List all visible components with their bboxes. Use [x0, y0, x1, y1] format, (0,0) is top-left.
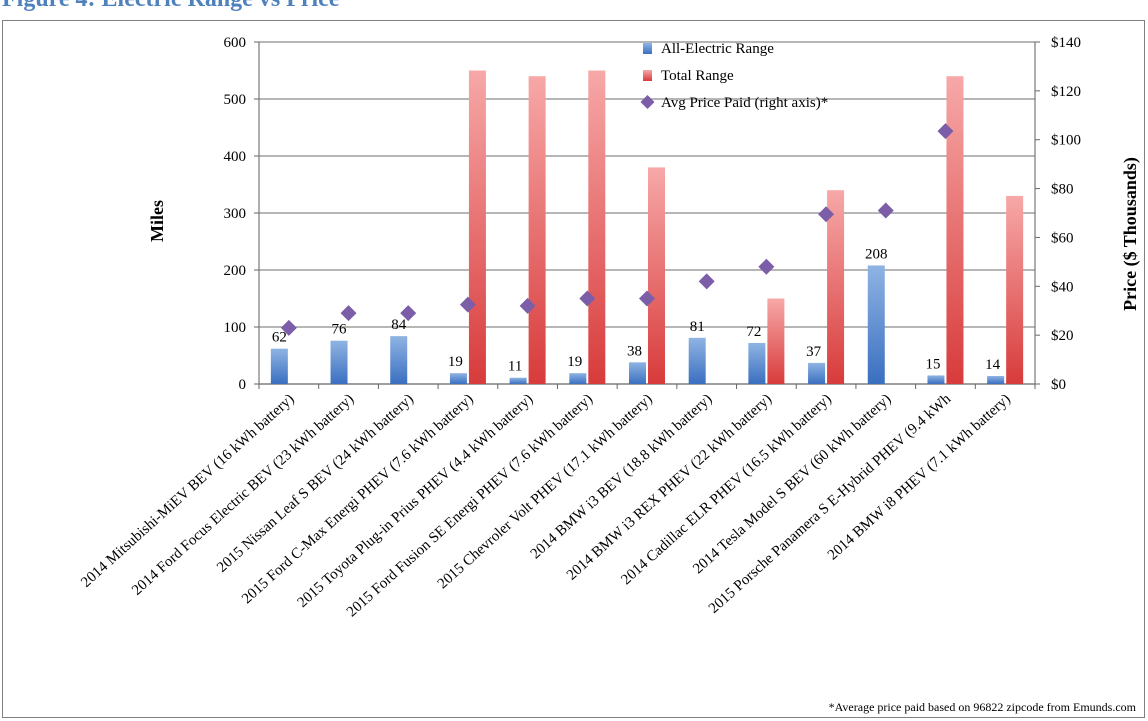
y2-tick-label: $40 — [1051, 279, 1074, 295]
data-label: 81 — [690, 319, 705, 335]
data-label: 84 — [391, 317, 407, 333]
bar-total-range — [827, 190, 845, 384]
bar-total-range — [528, 76, 546, 384]
legend-label: Total Range — [661, 68, 734, 84]
bar-all-electric-range — [808, 362, 826, 384]
bar-all-electric-range — [927, 375, 945, 384]
bar-all-electric-range — [748, 342, 766, 384]
y2-tick-label: $20 — [1051, 328, 1074, 344]
data-label: 72 — [746, 324, 761, 340]
price-marker — [758, 258, 775, 275]
category-label: 2014 Mitsubishi-MiEV BEV (16 kWh battery… — [78, 391, 297, 591]
bar-all-electric-range — [569, 373, 587, 384]
legend-swatch — [643, 70, 652, 81]
price-marker — [280, 319, 297, 336]
bar-all-electric-range — [509, 377, 527, 384]
y-tick-label: 600 — [224, 35, 247, 51]
y-axis-title: Miles — [147, 200, 167, 242]
legend-label: Avg Price Paid (right axis)* — [661, 95, 828, 111]
bar-total-range — [946, 76, 964, 384]
data-label: 37 — [806, 344, 822, 360]
data-label: 19 — [448, 354, 463, 370]
category-label: 2014 Cadillac ELR PHEV (16.5 kWh battery… — [618, 391, 834, 588]
data-label: 62 — [272, 330, 287, 346]
y2-tick-label: $120 — [1051, 84, 1081, 100]
bar-total-range — [588, 70, 606, 384]
y2-tick-label: $140 — [1051, 35, 1081, 51]
y2-tick-label: $0 — [1051, 377, 1066, 393]
data-label: 208 — [865, 246, 888, 262]
bar-total-range — [1006, 195, 1024, 384]
y2-tick-label: $80 — [1051, 182, 1074, 198]
range-price-chart: 0 100 200 300 400 500 600 $0 $20 $40 $60 $80 $100 $12… — [78, 35, 1141, 714]
price-marker — [818, 206, 835, 223]
bar-all-electric-range — [987, 376, 1005, 384]
category-label: 2014 Ford Focus Electric BEV (23 kWh bat… — [129, 391, 357, 599]
price-marker — [639, 290, 655, 307]
data-label: 19 — [567, 354, 582, 370]
y-tick-label: 500 — [224, 92, 247, 108]
y2-axis-title: Price ($ Thousands) — [1120, 157, 1141, 311]
y2-tick-label: $60 — [1051, 230, 1074, 246]
price-marker — [698, 273, 715, 290]
page-heading: Figure 4: Electric Range vs Price — [2, 0, 339, 13]
price-marker — [459, 296, 476, 313]
y-tick-label: 300 — [224, 206, 247, 222]
bar-all-electric-range — [688, 337, 706, 384]
footnote: *Average price paid based on 96822 zipco… — [829, 700, 1137, 714]
price-marker — [937, 123, 954, 140]
bar-all-electric-range — [330, 340, 348, 384]
category-label: 2014 BMW i3 REX PHEV (22 kWh battery) — [564, 391, 775, 583]
data-label: 76 — [332, 322, 348, 338]
bar-total-range — [648, 167, 665, 384]
data-label: 15 — [925, 356, 940, 372]
price-marker — [400, 305, 417, 322]
y2-tick-label: $100 — [1051, 133, 1081, 149]
bar-all-electric-range — [449, 373, 467, 384]
chart-frame: 0 100 200 300 400 500 600 $0 $20 $40 $60 $80 $100 $12… — [2, 20, 1145, 718]
y-tick-label: 200 — [224, 263, 247, 279]
data-label: 14 — [985, 357, 1001, 373]
legend-swatch — [643, 43, 652, 54]
price-marker — [579, 290, 596, 307]
price-marker — [877, 202, 894, 219]
data-label: 11 — [508, 359, 522, 375]
bar-all-electric-range — [867, 265, 885, 384]
page-heading-strip: Figure 4: Electric Range vs Price — [0, 0, 1148, 30]
price-marker — [340, 305, 357, 322]
data-label: 38 — [627, 343, 642, 359]
legend-label: All-Electric Range — [661, 41, 774, 57]
category-label: 2015 Chevroler Volt PHEV (17.1 kWh batte… — [435, 391, 656, 592]
price-marker — [519, 297, 536, 314]
y-tick-label: 100 — [224, 320, 247, 336]
y-tick-label: 400 — [224, 149, 247, 165]
bar-all-electric-range — [270, 348, 288, 384]
bar-total-range — [767, 298, 785, 384]
legend-swatch — [640, 95, 655, 109]
y-tick-label: 0 — [239, 377, 247, 393]
bar-all-electric-range — [390, 336, 408, 384]
bar-all-electric-range — [629, 362, 646, 384]
bar-total-range — [468, 70, 486, 384]
